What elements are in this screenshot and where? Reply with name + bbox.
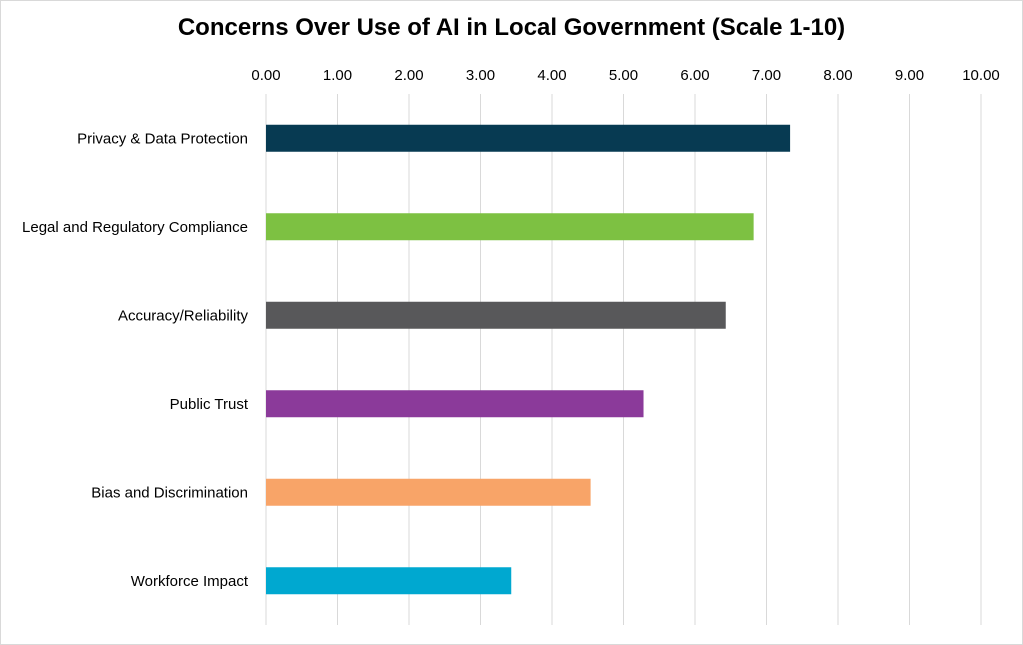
bar	[266, 567, 512, 595]
category-label: Public Trust	[170, 396, 249, 413]
category-label: Workforce Impact	[131, 573, 249, 590]
category-label: Privacy & Data Protection	[77, 130, 248, 147]
bar	[266, 124, 791, 152]
category-labels: Privacy & Data Protection Legal and Regul…	[22, 130, 249, 590]
x-tick-label: 9.00	[895, 67, 924, 84]
chart-title: Concerns Over Use of AI in Local Governm…	[177, 14, 846, 41]
x-axis-ticks: 0.00 1.00 2.00 3.00 4.00 5.00 6.00 7.00 8.00 9.00…	[251, 67, 999, 84]
gridlines	[265, 94, 982, 625]
x-tick-label: 7.00	[752, 67, 781, 84]
x-tick-label: 1.00	[323, 67, 352, 84]
category-label: Bias and Discrimination	[91, 484, 248, 501]
x-tick-label: 0.00	[251, 67, 280, 84]
x-tick-label: 5.00	[609, 67, 638, 84]
bar	[266, 301, 726, 329]
bar	[266, 478, 591, 506]
category-label: Legal and Regulatory Compliance	[22, 219, 248, 236]
bars	[266, 124, 791, 595]
category-label: Accuracy/Reliability	[118, 307, 249, 324]
x-tick-label: 4.00	[537, 67, 566, 84]
x-tick-label: 2.00	[394, 67, 423, 84]
x-tick-label: 6.00	[680, 67, 709, 84]
bar	[266, 213, 754, 241]
x-tick-label: 8.00	[823, 67, 852, 84]
x-tick-label: 10.00	[962, 67, 1000, 84]
bar	[266, 390, 644, 418]
x-tick-label: 3.00	[466, 67, 495, 84]
